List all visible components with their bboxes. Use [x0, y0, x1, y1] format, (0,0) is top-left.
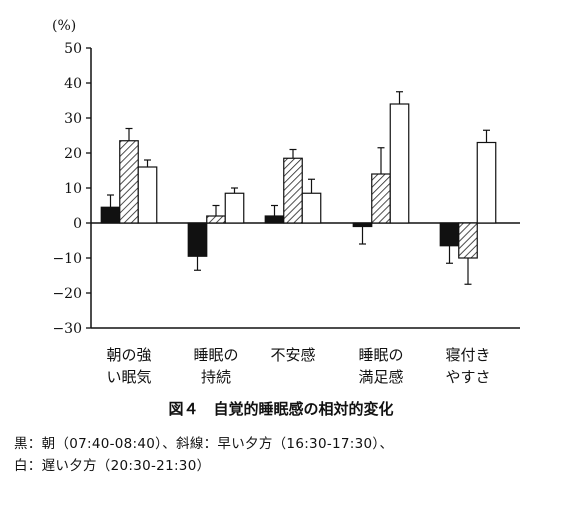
- bar: [137, 166, 158, 224]
- category-label: 寝付き: [445, 346, 490, 364]
- bar: [439, 222, 460, 247]
- bar: [119, 140, 139, 224]
- legend-note-line-2: 白：遅い夕方（20:30-21:30）: [14, 458, 211, 474]
- chart: (%) 50 40 30 20 10 0 −10 −20 −30 朝の強い眠気 睡眠の持続 不安感 睡…: [52, 18, 520, 386]
- bar: [264, 215, 285, 224]
- bar: [352, 222, 373, 228]
- category-label: 満足感: [358, 368, 403, 386]
- bar: [100, 206, 121, 224]
- category-label: 不安感: [270, 346, 315, 364]
- category-label: 朝の強: [106, 346, 151, 364]
- bars: [100, 91, 497, 285]
- y-tick-label: 10: [64, 181, 82, 197]
- bar: [283, 157, 303, 224]
- legend-note-line-1: 黒：朝（07:40-08:40）、斜線：早い夕方（16:30-17:30）、: [14, 436, 394, 452]
- y-tick-label: 0: [73, 216, 82, 232]
- bar: [301, 192, 322, 224]
- y-tick-label: 20: [64, 146, 82, 162]
- y-tick-label: −30: [52, 321, 82, 337]
- bar: [476, 141, 497, 224]
- y-tick-label: −20: [52, 286, 82, 302]
- bar: [224, 192, 245, 224]
- category-label: 睡眠の: [358, 346, 403, 364]
- category-label: い眠気: [106, 368, 151, 386]
- bar: [187, 222, 208, 257]
- category-label: 持続: [201, 368, 231, 386]
- y-tick-label: 50: [64, 41, 82, 57]
- axes: 50 40 30 20 10 0 −10 −20 −30: [52, 41, 520, 337]
- y-unit-label: (%): [52, 18, 76, 34]
- y-tick-label: −10: [52, 251, 82, 267]
- category-label: やすさ: [445, 368, 490, 386]
- bar: [458, 222, 478, 259]
- y-tick-label: 40: [64, 76, 82, 92]
- bar: [206, 215, 226, 224]
- bar: [371, 173, 391, 224]
- bar: [389, 103, 410, 224]
- category-label: 睡眠の: [193, 346, 238, 364]
- figure-caption: 図４ 自覚的睡眠感の相対的変化: [168, 400, 394, 418]
- y-tick-label: 30: [64, 111, 82, 127]
